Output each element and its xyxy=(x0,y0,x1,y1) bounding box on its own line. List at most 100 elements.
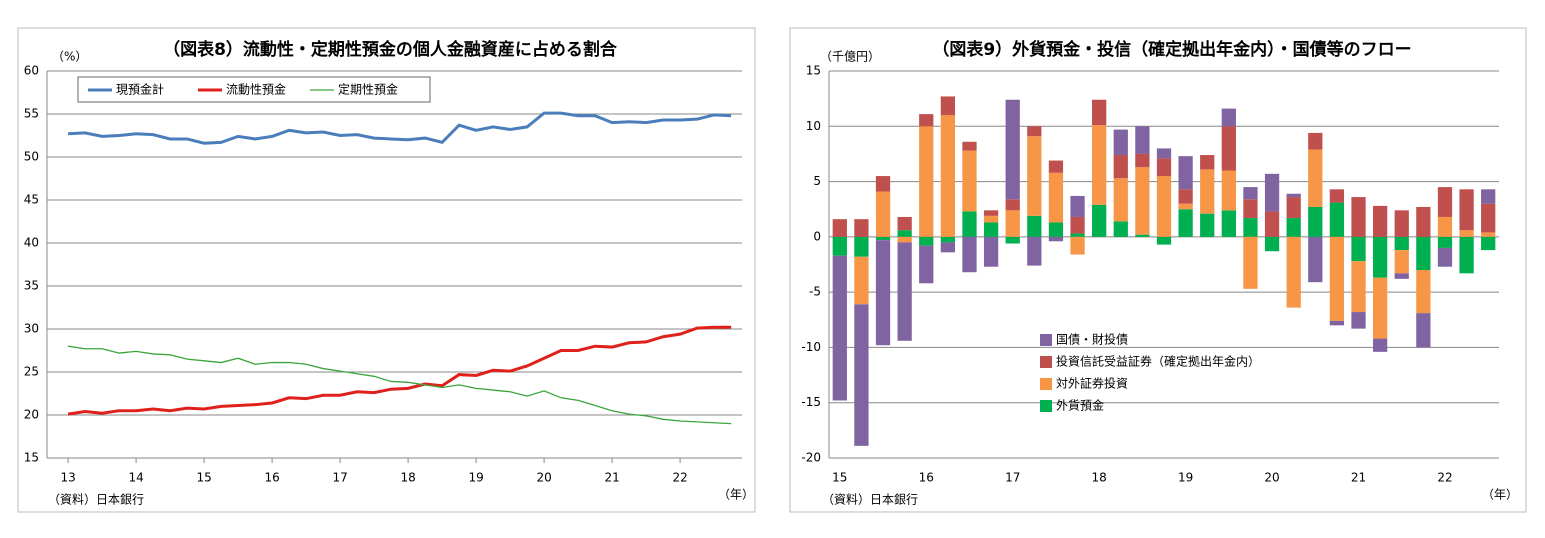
legend-label: 国債・財投債 xyxy=(1056,332,1128,347)
y-tick-label: -15 xyxy=(801,395,821,409)
bar-segment xyxy=(983,215,999,223)
bar-segment xyxy=(1005,99,1020,200)
bar-segment xyxy=(1178,189,1193,204)
bar-segment xyxy=(1308,132,1323,150)
x-unit: （年） xyxy=(1482,488,1518,502)
y-tick-label: 40 xyxy=(24,236,39,250)
bar-segment xyxy=(1481,203,1496,233)
source: （資料）日本銀行 xyxy=(822,493,918,507)
bar-segment xyxy=(1200,213,1215,237)
x-tick-label: 14 xyxy=(128,471,143,485)
line-series xyxy=(68,111,732,145)
bar-segment xyxy=(1005,210,1020,237)
y-tick-label: 5 xyxy=(813,174,821,188)
bar-segment xyxy=(1048,222,1064,237)
bar-segment xyxy=(897,216,912,231)
bar-segment xyxy=(1092,99,1107,126)
y-tick-label: 50 xyxy=(24,150,39,164)
bar-segment xyxy=(919,114,934,127)
bar-segment xyxy=(897,230,912,237)
bar-segment xyxy=(940,242,956,253)
y-tick-label: 25 xyxy=(24,365,39,379)
legend-label: 流動性預金 xyxy=(226,82,286,97)
bar-segment xyxy=(1351,197,1366,237)
bar-segment xyxy=(1351,312,1366,329)
y-tick-label: 10 xyxy=(806,119,821,133)
bar-segment xyxy=(1221,126,1236,171)
bar-segment xyxy=(1113,178,1128,222)
bar-segment xyxy=(1070,236,1085,255)
bar-segment xyxy=(1437,216,1453,237)
y-unit: （%） xyxy=(52,50,87,64)
bar-segment xyxy=(1200,155,1215,170)
bar-segment xyxy=(832,219,847,237)
bar-segment xyxy=(983,210,999,216)
bar-segment xyxy=(1135,153,1150,168)
y-tick-label: -5 xyxy=(809,285,821,299)
bar-segment xyxy=(875,240,891,346)
bar-segment xyxy=(1308,236,1323,283)
bar-segment xyxy=(1200,169,1215,214)
bar-segment xyxy=(1048,160,1064,173)
bar-segment xyxy=(983,236,999,267)
bar-segment xyxy=(919,236,934,246)
y-tick-label: 15 xyxy=(806,64,821,78)
bar-segment xyxy=(1286,218,1301,237)
x-tick-label: 16 xyxy=(264,471,279,485)
x-unit: （年） xyxy=(718,488,754,502)
bar-segment xyxy=(1416,270,1431,314)
bar-segment xyxy=(1243,218,1258,237)
panel xyxy=(17,27,756,513)
legend-box xyxy=(77,76,431,103)
bar-segment xyxy=(962,236,977,273)
bar-segment xyxy=(1113,129,1128,156)
bar-segment xyxy=(940,236,956,243)
bar-segment xyxy=(1135,234,1150,237)
x-tick-label: 20 xyxy=(536,471,551,485)
bar-segment xyxy=(1027,215,1042,237)
x-tick-label: 13 xyxy=(60,471,75,485)
bar-segment xyxy=(1178,156,1193,190)
bar-segment xyxy=(1048,236,1064,242)
bar-segment xyxy=(854,304,869,446)
line-series xyxy=(67,325,732,416)
x-tick-label: 17 xyxy=(332,471,347,485)
bar-segment xyxy=(1113,155,1128,179)
bar-segment xyxy=(1264,211,1280,237)
bar-segment xyxy=(1437,187,1453,217)
bar-segment xyxy=(1048,172,1064,223)
bar-segment xyxy=(1437,236,1453,248)
y-tick-label: -20 xyxy=(801,451,821,465)
bar-segment xyxy=(1092,204,1107,237)
bar-segment xyxy=(1135,126,1150,154)
bar-segment xyxy=(1286,236,1301,308)
bar-segment xyxy=(832,236,847,256)
bar-segment xyxy=(919,245,934,284)
bar-segment xyxy=(1027,136,1042,216)
bar-segment xyxy=(940,115,956,237)
bar-segment xyxy=(854,236,869,257)
bar-segment xyxy=(1394,250,1409,274)
legend-label: 外貨預金 xyxy=(1056,398,1104,413)
y-tick-label: 35 xyxy=(24,279,39,293)
bar-segment xyxy=(919,126,934,237)
legend-swatch xyxy=(1040,378,1052,390)
y-tick-label: 55 xyxy=(24,107,39,121)
bar-segment xyxy=(1329,320,1345,326)
bar-segment xyxy=(1243,187,1258,200)
bar-segment xyxy=(962,211,977,237)
bar-segment xyxy=(1243,199,1258,219)
bar-segment xyxy=(1329,189,1345,203)
bar-segment xyxy=(1264,236,1280,252)
panel xyxy=(789,27,1527,513)
legend-swatch xyxy=(1040,400,1052,412)
bar-segment xyxy=(897,236,912,243)
x-tick-label: 16 xyxy=(919,471,934,485)
legend-label: 対外証券投資 xyxy=(1056,376,1128,391)
y-tick-label: 45 xyxy=(24,193,39,207)
x-tick-label: 20 xyxy=(1264,471,1279,485)
bar-segment xyxy=(1372,236,1388,278)
y-tick-label: 0 xyxy=(813,229,821,243)
bar-segment xyxy=(1459,189,1474,231)
bar-segment xyxy=(1156,236,1172,245)
